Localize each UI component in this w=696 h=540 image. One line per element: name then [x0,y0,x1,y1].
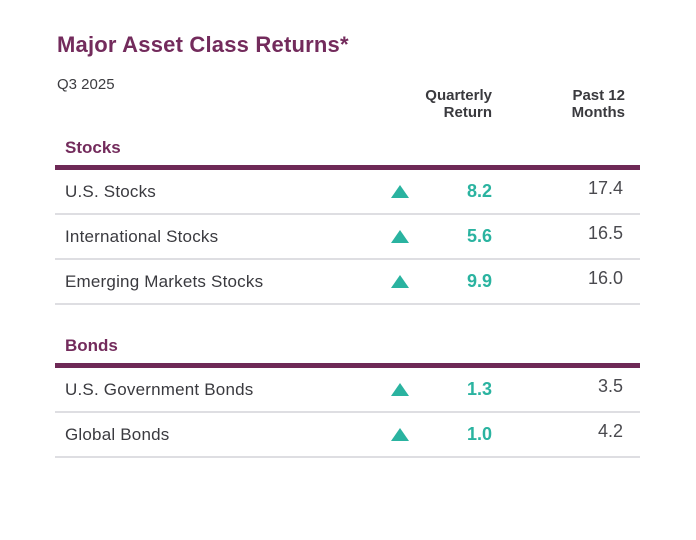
past-12-months-value: 3.5 [597,376,623,396]
quarterly-return-value: 1.3 [466,379,492,399]
past-12-months-value: 4.2 [597,421,623,441]
past-12-months-value: 16.5 [587,223,623,243]
past-12-months-value: 16.0 [587,268,623,288]
up-triangle-icon [390,275,410,288]
page-title: Major Asset Class Returns* [57,32,349,57]
table-row-us-government-bonds: U.S. Government Bonds 1.3 3.5 [55,368,640,413]
table-row-us-stocks: U.S. Stocks 8.2 17.4 [55,170,640,215]
quarterly-return-value: 5.6 [466,226,492,246]
section-rule-bonds [55,363,640,368]
past-12-months-value: 17.4 [587,178,623,198]
row-label: Emerging Markets Stocks [65,271,264,291]
up-triangle-icon [390,185,410,198]
row-label: Global Bonds [65,424,170,444]
quarterly-return-value: 1.0 [466,424,492,444]
section-rule-stocks [55,165,640,170]
table-row-emerging-markets-stocks: Emerging Markets Stocks 9.9 16.0 [55,260,640,305]
row-label: U.S. Government Bonds [65,379,254,399]
table-row-international-stocks: International Stocks 5.6 16.5 [55,215,640,260]
table-row-global-bonds: Global Bonds 1.0 4.2 [55,413,640,458]
quarterly-return-value: 9.9 [466,271,492,291]
quarterly-return-value: 8.2 [466,181,492,201]
row-label: International Stocks [65,226,219,246]
section-label-stocks: Stocks [65,138,121,157]
column-header-past-12-months: Past 12 Months [571,87,625,121]
row-label: U.S. Stocks [65,181,157,201]
up-triangle-icon [390,230,410,243]
asset-class-returns-figure: Major Asset Class Returns* Q3 2025 Quart… [0,32,696,458]
table-header-row: Q3 2025 Quarterly Return Past 12 Months [55,76,640,121]
column-header-quarterly-return: Quarterly Return [425,87,492,121]
up-triangle-icon [390,383,410,396]
up-triangle-icon [390,428,410,441]
period-subtitle: Q3 2025 [57,76,115,93]
section-label-bonds: Bonds [65,336,118,355]
